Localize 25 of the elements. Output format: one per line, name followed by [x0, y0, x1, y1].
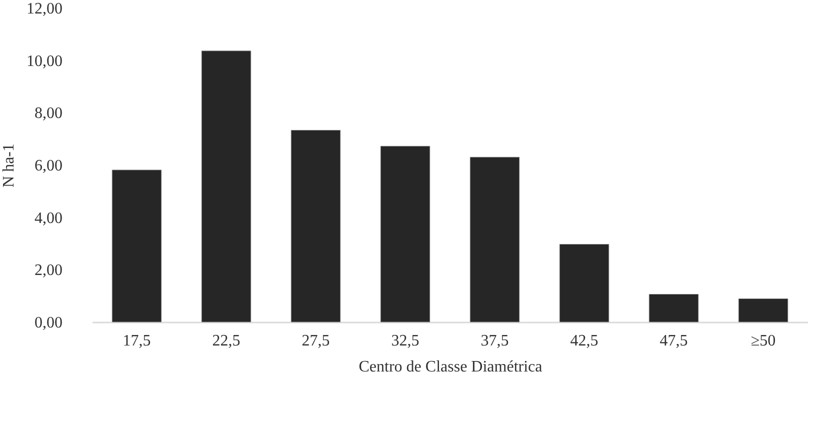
bar	[112, 170, 162, 322]
x-tick-label: 32,5	[391, 332, 420, 350]
x-axis-title: Centro de Classe Diamétrica	[358, 358, 542, 376]
y-tick-label: 6,00	[34, 158, 62, 174]
bar	[559, 244, 610, 322]
y-tick-label: 12,00	[26, 0, 62, 18]
y-axis-title: N ha-1	[0, 144, 18, 188]
x-tick-label: 37,5	[480, 332, 509, 350]
x-tick-label: 22,5	[212, 332, 240, 350]
x-tick-label: 27,5	[302, 332, 330, 350]
bar	[738, 298, 788, 322]
bar	[290, 130, 341, 322]
x-tick-label: ≥50	[750, 332, 776, 350]
bar	[201, 50, 252, 322]
x-tick-label: 17,5	[122, 332, 151, 350]
x-tick-label: 47,5	[660, 332, 688, 350]
bar	[380, 146, 430, 322]
x-tick-label: 42,5	[570, 332, 598, 350]
y-tick-label: 4,00	[34, 210, 62, 227]
bar	[470, 156, 520, 322]
y-tick-label: 8,00	[34, 105, 62, 122]
y-tick-label: 0,00	[34, 314, 62, 332]
y-tick-label: 2,00	[34, 262, 62, 280]
bar	[648, 294, 699, 322]
y-tick-label: 10,00	[26, 52, 62, 70]
